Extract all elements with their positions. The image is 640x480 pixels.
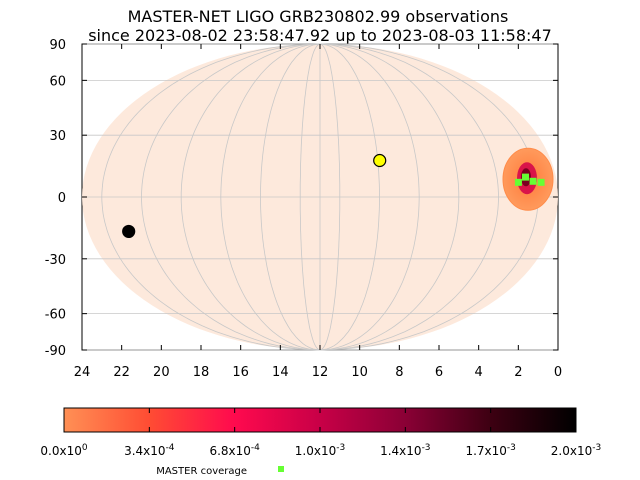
x-tick-label: 4: [475, 365, 483, 380]
legend: MASTER coverage: [156, 466, 284, 477]
x-tick-label: 0: [554, 365, 562, 380]
x-tick-label: 6: [435, 365, 443, 380]
x-tick-label: 18: [193, 365, 210, 380]
y-tick-label: 60: [49, 74, 66, 89]
colorbar: 0.0x100 3.4x10-4 6.8x10-4 1.0x10-3 1.4x10-3 1…: [40, 407, 601, 458]
x-tick-label: 8: [395, 365, 403, 380]
chart-title: MASTER-NET LIGO GRB230802.99 observation…: [128, 7, 509, 26]
coverage-point: [521, 173, 529, 181]
x-tick-label: 16: [232, 365, 249, 380]
marker-point: [122, 224, 136, 239]
colorbar-tick-label: 2.0x10-3: [551, 443, 601, 458]
x-tick-label: 2: [514, 365, 522, 380]
coverage-point: [537, 178, 545, 186]
x-tick-label: 24: [74, 365, 91, 380]
x-tick-label: 20: [153, 365, 170, 380]
x-tick-label: 14: [272, 365, 289, 380]
legend-coverage-label: MASTER coverage: [156, 466, 247, 477]
master-coverage: [514, 173, 545, 186]
colorbar-tick-label: 0.0x100: [40, 443, 87, 458]
y-tick-label: 0: [58, 191, 66, 206]
y-tick-label: -90: [45, 344, 66, 359]
colorbar-ticks: 0.0x100 3.4x10-4 6.8x10-4 1.0x10-3 1.4x10-3 1…: [40, 408, 601, 458]
x-axis-ticks: 24 22 20 18 16 14 12 10 8 6 4 2 0: [74, 44, 562, 380]
colorbar-tick-label: 6.8x10-4: [209, 443, 260, 458]
marker-point: [373, 153, 387, 168]
coverage-point: [529, 177, 537, 185]
x-tick-label: 12: [312, 365, 329, 380]
y-axis-ticks: 90 60 30 0 -30 -60 -90: [45, 38, 558, 359]
x-tick-label: 22: [113, 365, 130, 380]
y-tick-label: 30: [49, 129, 66, 144]
colorbar-tick-label: 1.0x10-3: [295, 443, 345, 458]
legend-coverage-swatch: [278, 466, 284, 472]
coverage-point: [514, 178, 522, 186]
colorbar-tick-label: 1.7x10-3: [465, 443, 515, 458]
colorbar-tick-label: 1.4x10-3: [380, 443, 430, 458]
chart-subtitle: since 2023-08-02 23:58:47.92 up to 2023-…: [88, 26, 552, 45]
x-tick-label: 10: [351, 365, 368, 380]
markers: [122, 153, 387, 239]
y-tick-label: -30: [45, 253, 66, 268]
y-tick-label: 90: [49, 38, 66, 53]
y-tick-label: -60: [45, 308, 66, 323]
colorbar-tick-label: 3.4x10-4: [124, 443, 175, 458]
